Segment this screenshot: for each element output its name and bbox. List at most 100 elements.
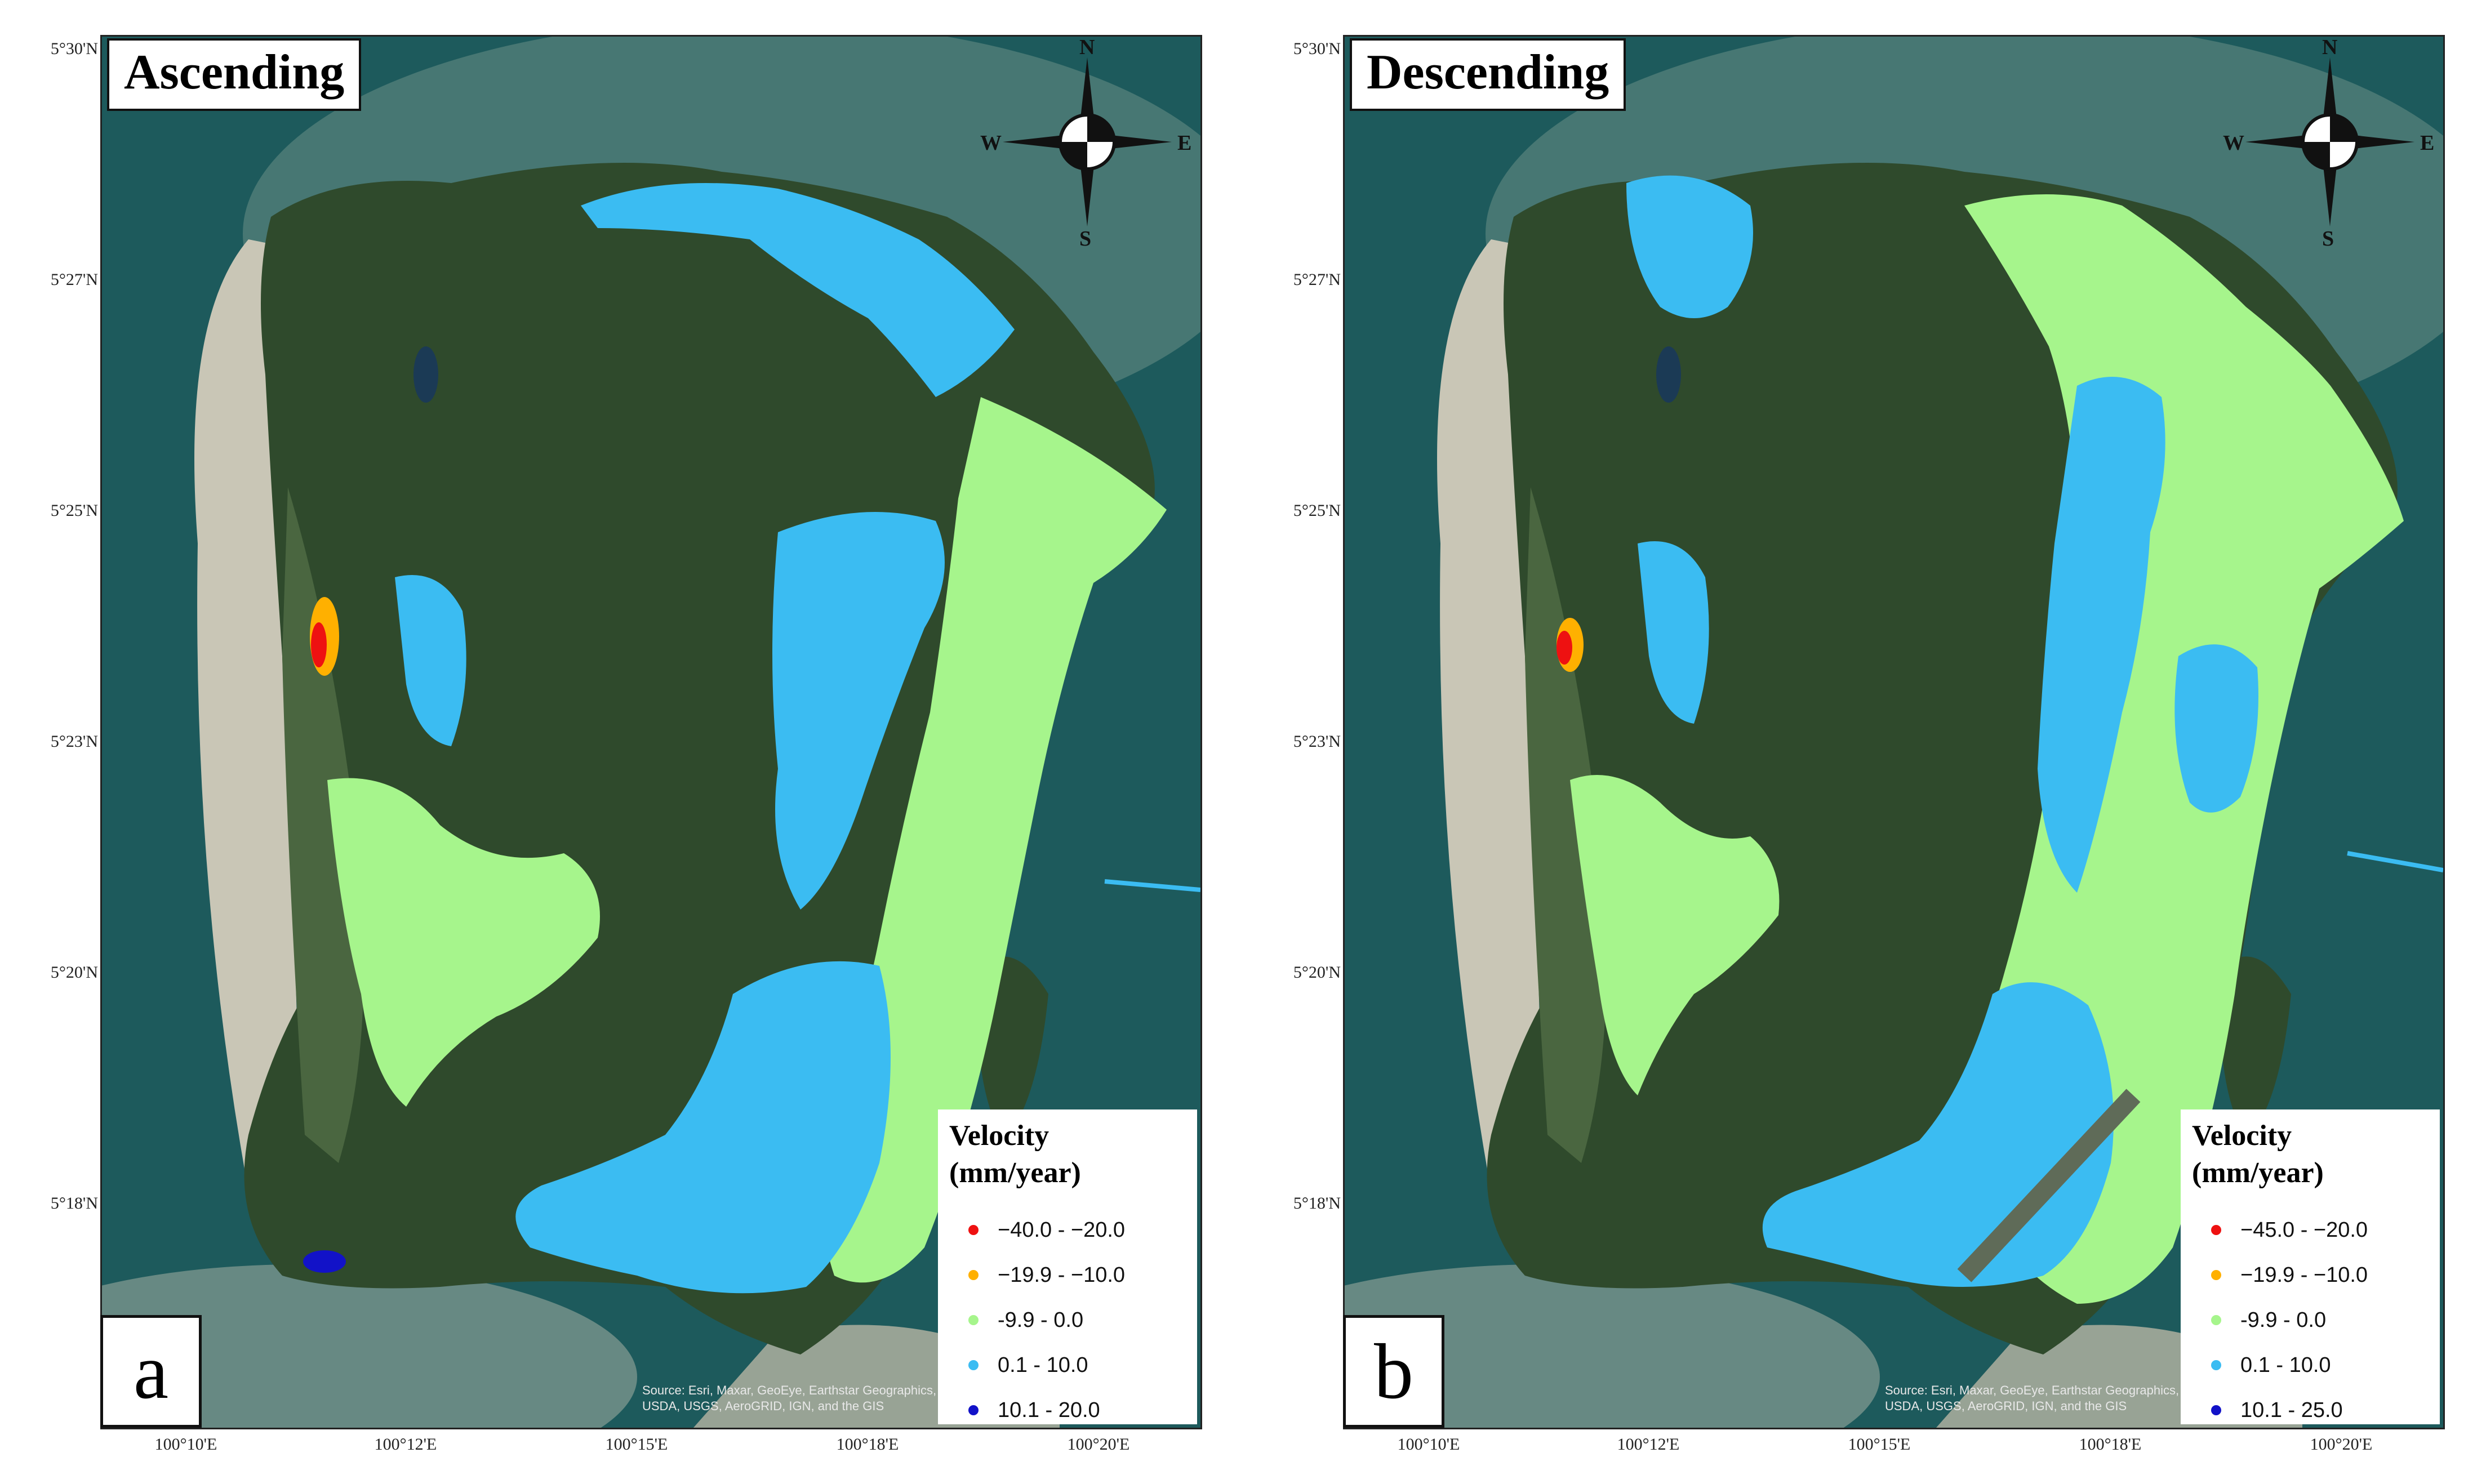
legend-swatch bbox=[2211, 1225, 2221, 1235]
velocity-zone bbox=[581, 183, 1015, 397]
legend-label: -9.9 - 0.0 bbox=[998, 1308, 1084, 1332]
velocity-zone bbox=[395, 575, 466, 746]
legend: Velocity (mm/year) −45.0 - −20.0 −19.9 -… bbox=[2181, 1109, 2440, 1424]
velocity-zone bbox=[1570, 775, 1780, 1095]
compass-north-label: N bbox=[1079, 35, 1095, 59]
lat-tick: 5°23'N bbox=[50, 732, 98, 751]
causeway bbox=[2347, 851, 2443, 872]
compass-west-label: W bbox=[980, 131, 1002, 155]
legend-label: 10.1 - 20.0 bbox=[998, 1398, 1100, 1422]
legend-item: -9.9 - 0.0 bbox=[949, 1298, 1197, 1343]
legend-label: -9.9 - 0.0 bbox=[2240, 1308, 2327, 1332]
velocity-zone bbox=[1638, 541, 1709, 724]
legend-item: 0.1 - 10.0 bbox=[949, 1343, 1197, 1388]
legend-swatch bbox=[968, 1405, 979, 1415]
map-frame bbox=[1343, 35, 2445, 1429]
legend-swatch bbox=[968, 1225, 979, 1235]
lat-tick: 5°18'N bbox=[1293, 1194, 1341, 1213]
lat-tick: 5°30'N bbox=[50, 39, 98, 58]
velocity-zone bbox=[327, 778, 600, 1107]
attribution-line: USDA, USGS, AeroGRID, IGN, and the GIS bbox=[1885, 1399, 2127, 1413]
lat-tick: 5°27'N bbox=[1293, 270, 1341, 289]
legend-item: 10.1 - 20.0 bbox=[949, 1388, 1197, 1433]
legend-label: 0.1 - 10.0 bbox=[998, 1353, 1088, 1377]
lat-tick: 5°23'N bbox=[1293, 732, 1341, 751]
legend-unit: (mm/year) bbox=[949, 1157, 1081, 1189]
shallow-sea bbox=[102, 1264, 637, 1428]
legend-item: −19.9 - −10.0 bbox=[949, 1253, 1197, 1298]
legend-swatch bbox=[2211, 1360, 2221, 1370]
map-canvas bbox=[1345, 37, 2443, 1428]
legend-item: −19.9 - −10.0 bbox=[2192, 1253, 2440, 1298]
legend-unit: (mm/year) bbox=[2192, 1157, 2324, 1189]
velocity-cluster bbox=[303, 1250, 346, 1273]
lake bbox=[413, 346, 438, 403]
lowland bbox=[1525, 487, 1607, 1163]
panel-title: Descending bbox=[1350, 38, 1626, 111]
north-arrow: N S W E bbox=[980, 35, 1194, 251]
lowland bbox=[282, 487, 364, 1163]
legend-title: Velocity bbox=[949, 1120, 1049, 1152]
north-arrow: N S W E bbox=[2223, 35, 2437, 251]
attribution-line: USDA, USGS, AeroGRID, IGN, and the GIS bbox=[642, 1399, 884, 1413]
legend-label: −19.9 - −10.0 bbox=[998, 1263, 1126, 1287]
lat-tick: 5°30'N bbox=[1293, 39, 1341, 58]
lon-tick: 100°18'E bbox=[836, 1435, 899, 1454]
legend-item: 0.1 - 10.0 bbox=[2192, 1343, 2440, 1388]
legend-label: −19.9 - −10.0 bbox=[2240, 1263, 2368, 1287]
compass-east-label: E bbox=[2420, 131, 2435, 155]
panel-label: b bbox=[1343, 1315, 1444, 1428]
shallow-sea bbox=[1345, 1264, 1880, 1428]
legend-swatch bbox=[968, 1360, 979, 1370]
lat-tick: 5°18'N bbox=[50, 1194, 98, 1213]
legend-title: Velocity bbox=[2192, 1120, 2292, 1152]
legend-label: 10.1 - 25.0 bbox=[2240, 1398, 2343, 1422]
islet bbox=[2221, 956, 2291, 1140]
lat-tick: 5°25'N bbox=[50, 501, 98, 520]
runway bbox=[1957, 1089, 2141, 1282]
velocity-cluster bbox=[311, 622, 327, 667]
map-frame bbox=[100, 35, 1202, 1429]
lat-tick: 5°20'N bbox=[1293, 963, 1341, 982]
lon-tick: 100°12'E bbox=[374, 1435, 437, 1454]
velocity-zone bbox=[1626, 175, 1753, 318]
legend-item: −45.0 - −20.0 bbox=[2192, 1207, 2440, 1253]
lon-tick: 100°12'E bbox=[1617, 1435, 1680, 1454]
compass-south-label: S bbox=[2322, 227, 2334, 251]
legend-item: −40.0 - −20.0 bbox=[949, 1207, 1197, 1253]
legend: Velocity (mm/year) −40.0 - −20.0 −19.9 -… bbox=[938, 1109, 1197, 1424]
velocity-zone bbox=[2174, 644, 2258, 813]
legend-item: -9.9 - 0.0 bbox=[2192, 1298, 2440, 1343]
lat-tick: 5°25'N bbox=[1293, 501, 1341, 520]
legend-label: −45.0 - −20.0 bbox=[2240, 1218, 2368, 1242]
legend-swatch bbox=[968, 1270, 979, 1280]
compass-rose-icon bbox=[1003, 57, 1172, 226]
lake bbox=[1656, 346, 1681, 403]
causeway bbox=[1104, 879, 1200, 892]
lat-tick: 5°27'N bbox=[50, 270, 98, 289]
legend-item: 10.1 - 25.0 bbox=[2192, 1388, 2440, 1433]
velocity-zone bbox=[2038, 377, 2165, 893]
lat-tick: 5°20'N bbox=[50, 963, 98, 982]
lon-tick: 100°10'E bbox=[1397, 1435, 1460, 1454]
velocity-zone bbox=[515, 961, 891, 1294]
velocity-zone bbox=[820, 397, 1167, 1283]
velocity-cluster bbox=[1556, 631, 1572, 665]
legend-label: 0.1 - 10.0 bbox=[2240, 1353, 2331, 1377]
compass-south-label: S bbox=[1079, 227, 1092, 251]
panel-descending: 5°30'N 5°27'N 5°25'N 5°23'N 5°20'N 5°18'… bbox=[1243, 0, 2485, 1484]
panel-ascending: 5°30'N 5°27'N 5°25'N 5°23'N 5°20'N 5°18'… bbox=[50, 35, 1202, 1454]
velocity-zone bbox=[772, 512, 945, 910]
legend-swatch bbox=[2211, 1315, 2221, 1325]
attribution-line: Source: Esri, Maxar, GeoEye, Earthstar G… bbox=[1885, 1383, 2180, 1397]
legend-swatch bbox=[968, 1315, 979, 1325]
map-canvas bbox=[102, 37, 1200, 1428]
attribution-line: Source: Esri, Maxar, GeoEye, Earthstar G… bbox=[642, 1383, 937, 1397]
basemap-attribution: Source: Esri, Maxar, GeoEye, Earthstar G… bbox=[1885, 1383, 2179, 1414]
lon-tick: 100°15'E bbox=[605, 1435, 668, 1454]
lon-tick: 100°20'E bbox=[1067, 1435, 1130, 1454]
compass-east-label: E bbox=[1177, 131, 1192, 155]
basemap-attribution: Source: Esri, Maxar, GeoEye, Earthstar G… bbox=[642, 1383, 936, 1414]
compass-north-label: N bbox=[2322, 35, 2338, 59]
panel-label: a bbox=[100, 1315, 202, 1428]
